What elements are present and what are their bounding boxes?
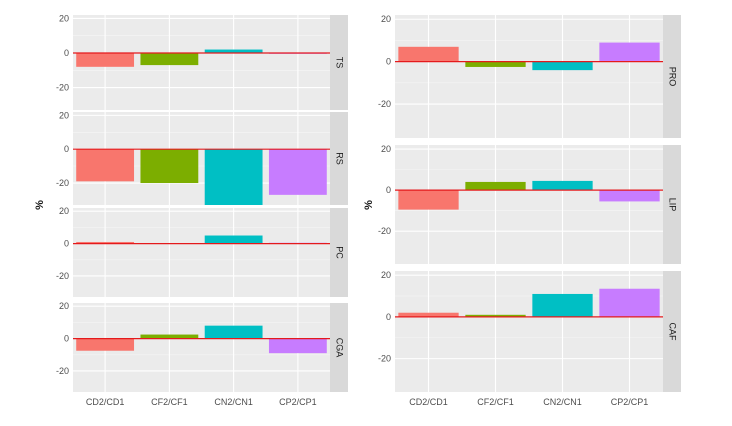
bar-caf-cf2-cf1 — [465, 314, 526, 317]
bar-caf-cd2-cd1 — [398, 312, 459, 317]
x-tick-label: CN2/CN1 — [543, 397, 582, 407]
x-tick-label: CP2/CP1 — [611, 397, 649, 407]
x-tick-label: CP2/CP1 — [279, 397, 317, 407]
y-tick-label: 20 — [381, 270, 391, 280]
y-tick-label: -20 — [378, 226, 391, 236]
bar-rs-cd2-cd1 — [76, 149, 135, 182]
y-tick-label: 20 — [59, 206, 69, 216]
y-tick-label: 0 — [64, 239, 69, 249]
facet-label-rs: RS — [335, 152, 345, 165]
y-tick-label: 20 — [59, 301, 69, 311]
bar-pro-cp2-cp1 — [599, 42, 660, 62]
facet-strip — [330, 15, 348, 110]
bar-rs-cn2-cn1 — [204, 149, 263, 205]
bar-caf-cn2-cn1 — [532, 293, 593, 317]
x-tick-label: CF2/CF1 — [151, 397, 188, 407]
bar-pro-cn2-cn1 — [532, 61, 593, 71]
facet-label-ts: TS — [335, 57, 345, 69]
x-tick-label: CD2/CD1 — [86, 397, 125, 407]
bar-rs-cf2-cf1 — [140, 149, 199, 184]
y-tick-label: -20 — [56, 178, 69, 188]
y-tick-label: 20 — [381, 144, 391, 154]
y-tick-label: 20 — [59, 110, 69, 120]
bar-cga-cn2-cn1 — [204, 325, 263, 339]
panel-background — [395, 15, 663, 138]
y-tick-label: 20 — [59, 13, 69, 23]
facet-strip — [663, 271, 681, 392]
y-tick-label: 0 — [386, 312, 391, 322]
bar-pc-cn2-cn1 — [204, 235, 263, 244]
bar-pro-cf2-cf1 — [465, 61, 526, 67]
facet-strip — [330, 208, 348, 297]
bar-pro-cd2-cd1 — [398, 46, 459, 62]
facet-strip — [330, 112, 348, 205]
bar-ts-cf2-cf1 — [140, 53, 199, 66]
x-tick-label: CN2/CN1 — [214, 397, 253, 407]
y-tick-label: -20 — [56, 366, 69, 376]
x-tick-label: CD2/CD1 — [409, 397, 448, 407]
y-tick-label: -20 — [378, 354, 391, 364]
y-tick-label: 0 — [64, 48, 69, 58]
facet-label-pro: PRO — [668, 67, 678, 87]
facet-label-caf: CAF — [668, 323, 678, 342]
y-tick-label: 0 — [386, 57, 391, 67]
facet-strip — [663, 145, 681, 264]
facet-strip — [330, 303, 348, 392]
y-tick-label: 0 — [64, 334, 69, 344]
y-tick-label: -20 — [56, 83, 69, 93]
bar-cga-cf2-cf1 — [140, 334, 199, 339]
facet-strip — [663, 15, 681, 138]
y-tick-label: 0 — [386, 185, 391, 195]
bar-lip-cd2-cd1 — [398, 190, 459, 210]
bar-ts-cn2-cn1 — [204, 49, 263, 53]
y-tick-label: 0 — [64, 144, 69, 154]
facet-label-lip: LIP — [668, 198, 678, 212]
facet-label-pc: PC — [335, 246, 345, 259]
bar-cga-cp2-cp1 — [268, 338, 327, 354]
bar-ts-cd2-cd1 — [76, 53, 135, 67]
bar-lip-cp2-cp1 — [599, 190, 660, 202]
y-axis-title: % — [363, 200, 375, 210]
bar-caf-cp2-cp1 — [599, 288, 660, 317]
panel-background — [73, 208, 330, 297]
y-axis-title: % — [34, 200, 46, 210]
x-tick-label: CF2/CF1 — [477, 397, 514, 407]
y-tick-label: -20 — [56, 271, 69, 281]
y-tick-label: 20 — [381, 14, 391, 24]
bar-lip-cn2-cn1 — [532, 180, 593, 191]
bar-pc-cd2-cd1 — [76, 241, 135, 244]
bar-rs-cp2-cp1 — [268, 149, 327, 195]
y-tick-label: -20 — [378, 99, 391, 109]
bar-cga-cd2-cd1 — [76, 338, 135, 351]
bar-lip-cf2-cf1 — [465, 181, 526, 191]
facet-label-cga: CGA — [335, 338, 345, 358]
